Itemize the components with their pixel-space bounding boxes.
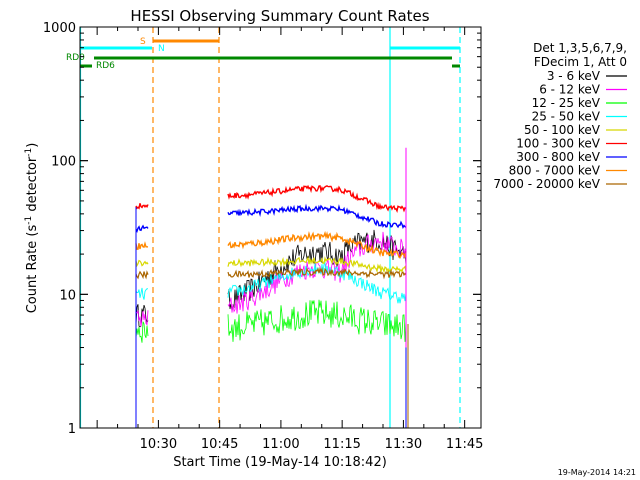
x-tick-label: 11:30 (385, 437, 422, 452)
y-tick-label: 10 (59, 288, 76, 303)
flag-label-rd6: RD6 (96, 61, 115, 71)
series-line-8 (135, 230, 407, 259)
y-axis-label: Count Rate (s-1 detector-1) (24, 143, 40, 314)
y-tick-label: 100 (51, 155, 76, 170)
x-tick-label: 10:45 (201, 437, 238, 452)
footer-date: 19-May-2014 14:21 (558, 468, 636, 477)
flag-label-rd0: RD0 (66, 53, 85, 63)
series-line-6 (135, 184, 407, 214)
legend-label-7: 300 - 800 keV (516, 150, 600, 164)
y-tick-label: 1000 (43, 21, 76, 36)
plot-area: S N RD0 RD6 (66, 27, 461, 428)
legend-label-6: 100 - 300 keV (516, 137, 600, 151)
legend-header-line1: Det 1,3,5,6,7,9, (533, 41, 627, 55)
flag-label-n: N (158, 44, 165, 54)
y-axis-label-mid: detector (25, 156, 40, 216)
legend: Det 1,3,5,6,7,9, FDecim 1, Att 0 3 - 6 k… (493, 41, 627, 191)
flag-label-s: S (140, 37, 146, 47)
series-line-4 (135, 261, 407, 304)
y-axis-label-main: Count Rate (s (25, 225, 40, 314)
legend-label-8: 800 - 7000 keV (509, 164, 601, 178)
legend-label-2: 6 - 12 keV (539, 83, 601, 97)
legend-label-4: 25 - 50 keV (532, 110, 601, 124)
series-line-7 (135, 203, 407, 234)
x-tick-label: 11:45 (446, 437, 483, 452)
y-axis-label-sup1: -1 (24, 216, 34, 225)
series-line-5 (135, 255, 407, 274)
series-line-9 (135, 266, 407, 280)
legend-label-3: 12 - 25 keV (532, 96, 601, 110)
axis-ticks: 1 10 100 1000 10:30 10:45 11:00 11:15 11:30 11:45 (43, 21, 483, 452)
y-axis-label-end: ) (25, 143, 40, 148)
legend-header-line2: FDecim 1, Att 0 (534, 55, 627, 69)
x-tick-label: 10:30 (140, 437, 177, 452)
x-tick-label: 11:00 (262, 437, 299, 452)
x-tick-label: 11:15 (323, 437, 360, 452)
series-line-3 (135, 299, 407, 343)
legend-label-9: 7000 - 20000 keV (493, 177, 600, 191)
y-tick-label: 1 (68, 422, 76, 437)
legend-label-1: 3 - 6 keV (547, 69, 601, 83)
chart-title: HESSI Observing Summary Count Rates (130, 7, 429, 25)
x-axis-label: Start Time (19-May-14 10:18:42) (173, 455, 387, 470)
y-axis-label-sup2: -1 (24, 148, 34, 157)
legend-label-5: 50 - 100 keV (524, 123, 601, 137)
